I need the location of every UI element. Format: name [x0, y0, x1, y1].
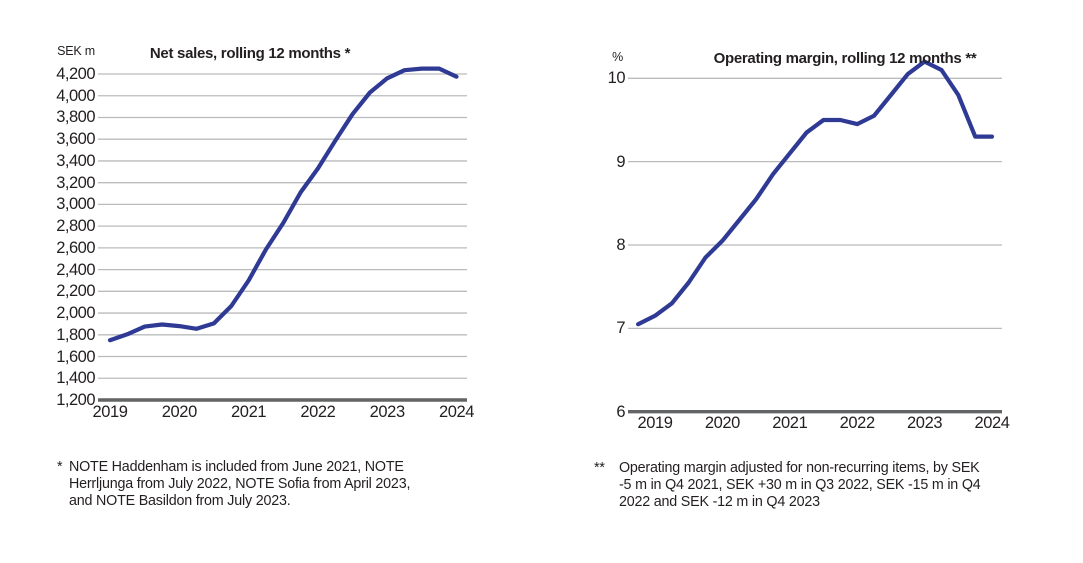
y-axis-unit-label: SEK m [57, 44, 95, 58]
x-tick-label: 2022 [300, 403, 336, 421]
y-tick-label: 8 [616, 236, 625, 254]
y-tick-label: 3,400 [56, 151, 95, 170]
y-tick-label: 3,000 [56, 195, 95, 214]
y-axis-unit-label: % [612, 50, 623, 64]
y-tick-label: 7 [616, 319, 625, 338]
y-tick-label: 4,200 [56, 65, 95, 83]
x-tick-label: 2019 [92, 403, 128, 421]
x-tick-label: 2020 [161, 403, 198, 421]
x-tick-label: 2024 [438, 403, 475, 421]
y-tick-label: 2,400 [56, 260, 95, 279]
footnote-line: Herrljunga from July 2022, NOTE Sofia fr… [69, 476, 411, 493]
y-tick-label: 2,800 [56, 217, 95, 236]
footnote-line: NOTE Haddenham is included from June 202… [69, 459, 404, 475]
y-tick-label: 4,000 [56, 86, 95, 105]
footnote-line: 2022 and SEK -12 m in Q4 2023 [619, 494, 820, 511]
x-tick-label: 2020 [704, 414, 741, 432]
y-tick-label: 6 [616, 402, 625, 421]
data-line [107, 66, 459, 343]
chart-title: Operating margin, rolling 12 months ** [713, 50, 977, 68]
x-tick-label: 2019 [637, 414, 673, 432]
x-tick-label: 2021 [772, 414, 808, 432]
footnote-line: Operating margin adjusted for non-recurr… [619, 460, 980, 476]
y-tick-label: 3,800 [56, 108, 95, 127]
chart-title: Net sales, rolling 12 months * [149, 45, 351, 63]
y-tick-label: 10 [607, 69, 626, 88]
data-line [635, 59, 995, 327]
y-tick-label: 1,400 [56, 369, 95, 388]
footnote-marker: ** [594, 460, 605, 476]
footnote-text: Operating margin adjusted for non-recurr… [619, 460, 981, 512]
y-tick-label: 2,000 [56, 304, 95, 323]
x-tick-label: 2023 [907, 414, 943, 432]
y-tick-label: 1,800 [56, 325, 95, 344]
y-tick-label: 9 [616, 152, 625, 171]
y-tick-label: 2,200 [56, 282, 95, 301]
footnote-line: and NOTE Basildon from July 2023. [69, 493, 291, 510]
footnote-text: NOTE Haddenham is included from June 202… [69, 459, 410, 511]
footnote-marker: * [57, 459, 63, 475]
x-tick-label: 2022 [839, 414, 876, 432]
x-tick-label: 2024 [974, 414, 1010, 432]
y-tick-label: 3,600 [56, 130, 95, 149]
footnote-line: -5 m in Q4 2021, SEK +30 m in Q3 2022, S… [619, 477, 981, 494]
y-tick-label: 1,600 [56, 347, 95, 366]
y-tick-label: 2,600 [56, 238, 95, 257]
y-tick-label: 3,200 [56, 173, 95, 192]
y-tick-label: 1,200 [56, 391, 95, 409]
x-tick-label: 2023 [369, 403, 406, 421]
x-tick-label: 2021 [231, 403, 267, 421]
